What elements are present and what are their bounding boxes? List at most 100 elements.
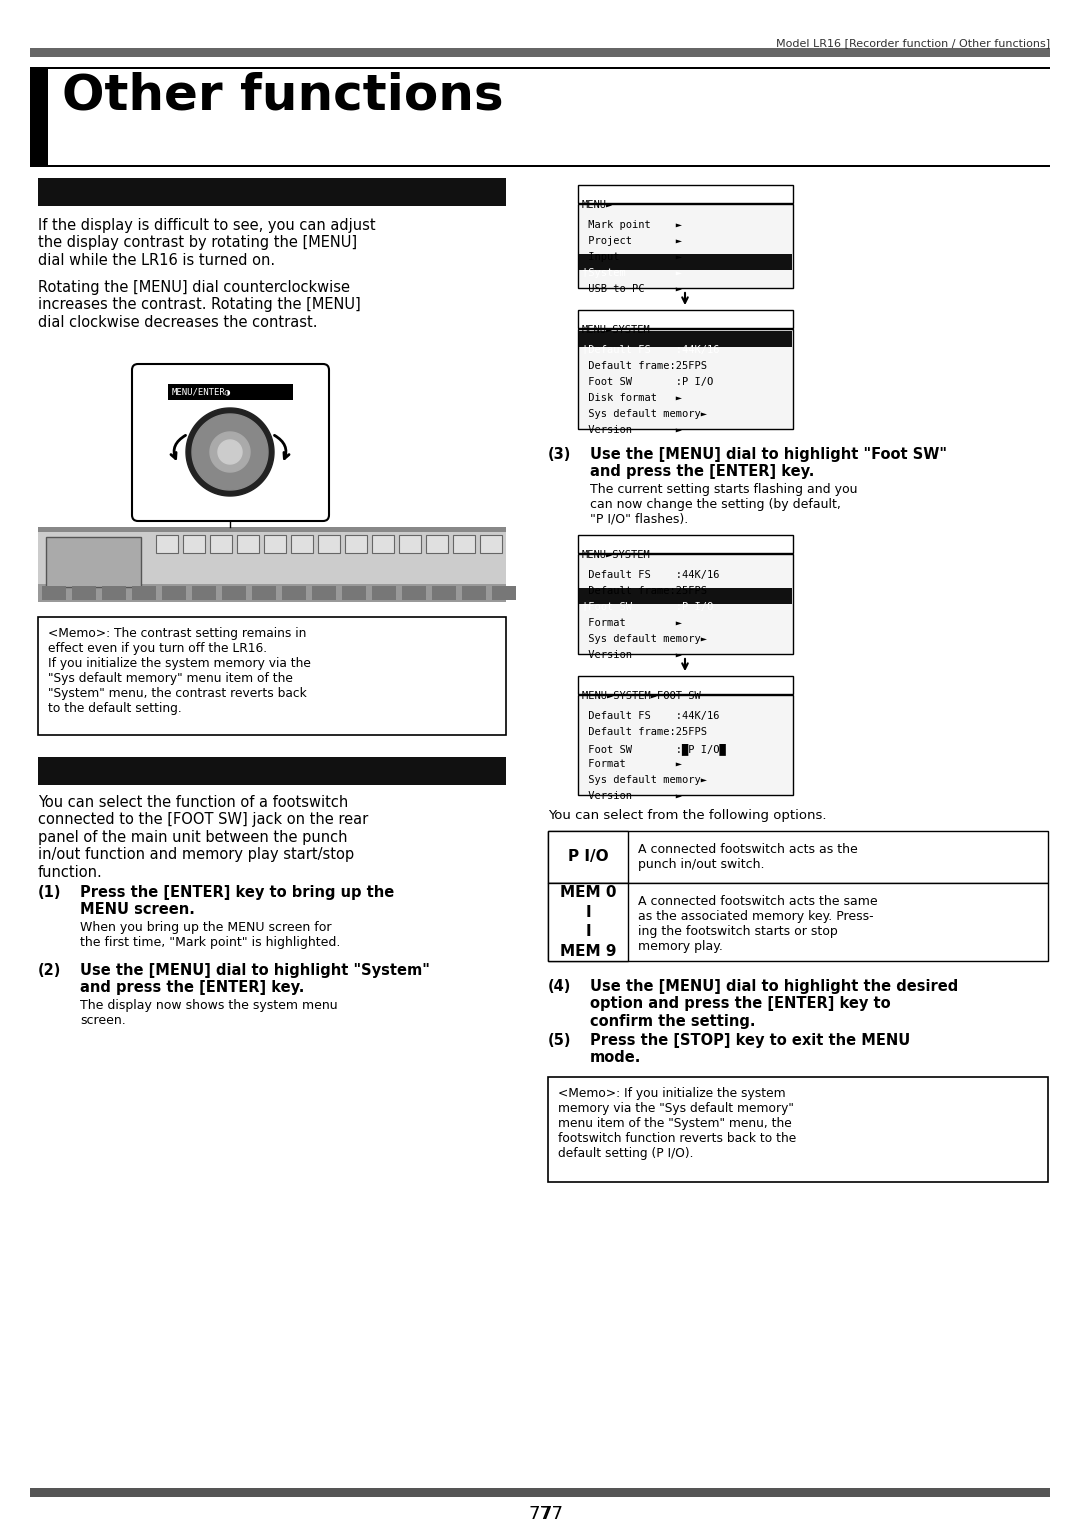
Bar <box>579 253 792 270</box>
Bar <box>548 884 1048 961</box>
Text: Version       ►: Version ► <box>582 790 681 801</box>
Bar <box>578 554 793 655</box>
Bar <box>579 588 792 604</box>
Text: Use the [MENU] dial to highlight the desired
option and press the [ENTER] key to: Use the [MENU] dial to highlight the des… <box>590 980 958 1029</box>
Bar <box>38 179 507 206</box>
Text: †Foot SW       :P I/O: †Foot SW :P I/O <box>582 601 713 612</box>
Text: A connected footswitch acts as the
punch in/out switch.: A connected footswitch acts as the punch… <box>638 842 858 871</box>
Text: Rotating the [MENU] dial counterclockwise
increases the contrast. Rotating the [: Rotating the [MENU] dial counterclockwis… <box>38 279 361 330</box>
Bar <box>372 586 396 600</box>
Bar <box>345 536 367 552</box>
Text: Foot SW       :P I/O: Foot SW :P I/O <box>582 377 713 388</box>
Text: Press the [STOP] key to exit the MENU
mode.: Press the [STOP] key to exit the MENU mo… <box>590 1033 910 1065</box>
Text: The display now shows the system menu
screen.: The display now shows the system menu sc… <box>80 1000 338 1027</box>
Polygon shape <box>210 432 249 472</box>
Bar <box>312 586 336 600</box>
Text: (3): (3) <box>548 447 571 462</box>
Bar <box>432 586 456 600</box>
Text: (5): (5) <box>548 1033 571 1048</box>
Text: MENU►: MENU► <box>582 200 613 211</box>
Text: The current setting starts flashing and you
can now change the setting (by defau: The current setting starts flashing and … <box>590 484 858 526</box>
Bar <box>192 586 216 600</box>
Bar <box>162 586 186 600</box>
Bar <box>30 47 1050 56</box>
Bar <box>372 536 394 552</box>
Bar <box>42 586 66 600</box>
Text: <Memo>: If you initialize the system
memory via the "Sys default memory"
menu it: <Memo>: If you initialize the system mem… <box>558 1087 796 1160</box>
Text: When you bring up the MENU screen for
the first time, "Mark point" is highlighte: When you bring up the MENU screen for th… <box>80 922 340 949</box>
Bar <box>402 586 426 600</box>
Text: MEM 0
I
I
MEM 9: MEM 0 I I MEM 9 <box>559 885 617 960</box>
Text: A connected footswitch acts the same
as the associated memory key. Press-
ing th: A connected footswitch acts the same as … <box>638 896 878 954</box>
Bar <box>578 676 793 694</box>
Bar <box>252 586 276 600</box>
Bar <box>578 330 793 429</box>
Bar <box>426 536 448 552</box>
Text: 77: 77 <box>528 1505 552 1523</box>
Text: P I/O: P I/O <box>568 850 608 865</box>
Bar <box>237 536 259 552</box>
Bar <box>399 536 421 552</box>
Bar <box>548 884 627 961</box>
Bar <box>318 536 340 552</box>
Bar <box>222 586 246 600</box>
Bar <box>102 586 126 600</box>
Bar <box>578 185 793 203</box>
Bar <box>578 536 793 552</box>
Bar <box>38 617 507 736</box>
Text: Format        ►: Format ► <box>582 618 681 629</box>
Bar <box>578 694 793 795</box>
Text: Default frame:25FPS: Default frame:25FPS <box>582 586 707 597</box>
Bar <box>30 67 1050 69</box>
Text: (4): (4) <box>548 980 571 993</box>
Bar <box>578 310 793 328</box>
Text: 77: 77 <box>540 1505 563 1523</box>
FancyBboxPatch shape <box>132 365 329 520</box>
Text: Press the [ENTER] key to bring up the
MENU screen.: Press the [ENTER] key to bring up the ME… <box>80 885 394 917</box>
Polygon shape <box>192 414 268 490</box>
Bar <box>38 584 507 601</box>
Bar <box>579 331 792 346</box>
Text: Input         ►: Input ► <box>582 252 681 262</box>
Bar <box>578 204 793 288</box>
Bar <box>578 330 793 429</box>
Bar <box>210 536 232 552</box>
Text: MENU/ENTER◑: MENU/ENTER◑ <box>172 388 231 397</box>
Bar <box>46 537 141 588</box>
Text: Sys default memory►: Sys default memory► <box>582 775 707 784</box>
Text: You can select from the following options.: You can select from the following option… <box>548 809 826 823</box>
Text: Sys default memory►: Sys default memory► <box>582 633 707 644</box>
Bar <box>156 536 178 552</box>
Text: Default FS    :44K/16: Default FS :44K/16 <box>582 711 719 720</box>
Bar <box>578 185 793 203</box>
Bar <box>548 1077 1048 1183</box>
Text: MENU►SYSTEM: MENU►SYSTEM <box>582 549 651 560</box>
Bar <box>578 204 793 288</box>
Text: Format        ►: Format ► <box>582 758 681 769</box>
Bar <box>492 586 516 600</box>
Bar <box>578 694 793 795</box>
Bar <box>578 310 793 328</box>
Text: (2): (2) <box>38 963 62 978</box>
Text: Default FS    :44K/16: Default FS :44K/16 <box>582 571 719 580</box>
Bar <box>480 536 502 552</box>
Bar <box>453 536 475 552</box>
Polygon shape <box>218 439 242 464</box>
Bar <box>342 586 366 600</box>
Text: (1): (1) <box>38 885 62 900</box>
Bar <box>578 554 793 655</box>
Bar <box>578 676 793 694</box>
Bar <box>30 67 48 166</box>
Text: Mark point    ►: Mark point ► <box>582 220 681 230</box>
Bar <box>578 536 793 552</box>
Bar <box>30 1488 1050 1497</box>
Bar <box>132 586 156 600</box>
Bar <box>72 586 96 600</box>
Text: USB to PC     ►: USB to PC ► <box>582 284 681 295</box>
Text: If the display is difficult to see, you can adjust
the display contrast by rotat: If the display is difficult to see, you … <box>38 218 376 267</box>
Text: Use the [MENU] dial to highlight "System"
and press the [ENTER] key.: Use the [MENU] dial to highlight "System… <box>80 963 430 995</box>
Text: Other functions: Other functions <box>62 72 503 121</box>
Text: MENU►SYSTEM: MENU►SYSTEM <box>582 325 651 336</box>
Bar <box>168 385 293 400</box>
Text: Use the [MENU] dial to highlight "Foot SW"
and press the [ENTER] key.: Use the [MENU] dial to highlight "Foot S… <box>590 447 947 479</box>
